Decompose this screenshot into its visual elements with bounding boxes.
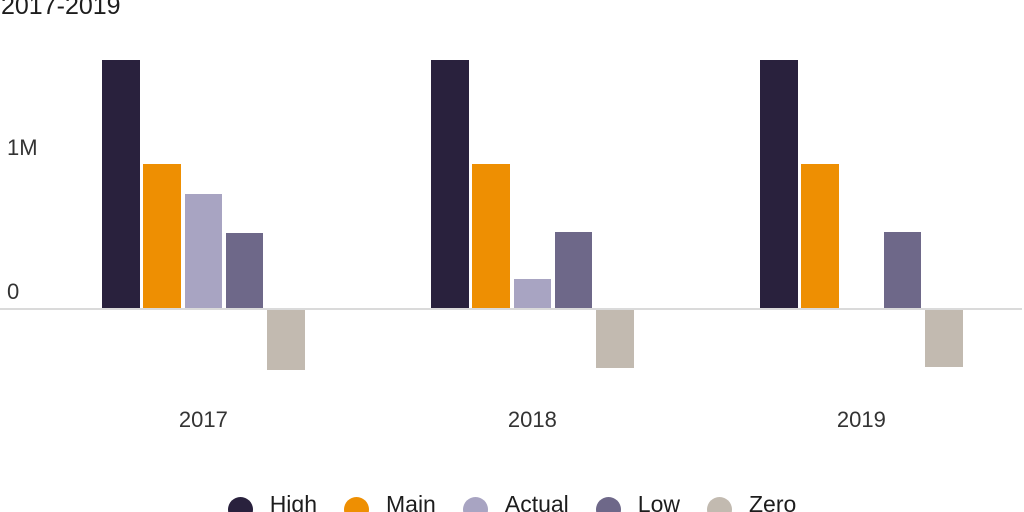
bar-zero-2019	[925, 310, 963, 368]
bar-actual-2018	[513, 279, 552, 308]
bar-main-2017	[143, 164, 181, 308]
legend-swatch-icon	[707, 497, 732, 512]
legend-item-zero: Zero	[707, 490, 796, 512]
bar-main-2019	[801, 164, 839, 308]
chart-title: 2017-2019	[1, 0, 121, 20]
bar-low-2018	[554, 231, 593, 308]
x-axis-category-label: 2019	[836, 407, 886, 432]
y-axis-tick-label: 1M	[7, 135, 38, 160]
x-axis-category-label: 2018	[507, 407, 557, 432]
bar-actual-2017	[184, 194, 223, 308]
legend-item-actual: Actual	[462, 490, 569, 512]
legend-label: High	[269, 491, 317, 512]
bar-low-2019	[883, 231, 922, 308]
bar-zero-2017	[267, 310, 305, 370]
legend-label: Actual	[504, 491, 569, 512]
legend-item-high: High	[227, 490, 317, 512]
legend-swatch-icon	[595, 497, 621, 512]
legend-label: Main	[386, 491, 436, 512]
bar-low-2017	[225, 233, 264, 308]
bar-main-2018	[472, 164, 510, 308]
bar-high-2019	[760, 60, 798, 308]
legend-label: Zero	[749, 491, 797, 512]
legend-swatch-icon	[344, 497, 369, 512]
x-axis-category-label: 2017	[178, 407, 228, 432]
legend-swatch-icon	[462, 497, 488, 512]
bar-high-2018	[431, 60, 469, 308]
legend-swatch-icon	[227, 497, 253, 512]
legend-item-low: Low	[595, 490, 680, 512]
y-axis-tick-label: 0	[7, 279, 20, 304]
bar-zero-2018	[596, 310, 634, 369]
bar-high-2017	[102, 60, 140, 308]
legend-item-main: Main	[344, 490, 436, 512]
legend-label: Low	[637, 491, 680, 512]
legend: High Main Actual Low Zero	[0, 490, 1024, 512]
zero-baseline	[0, 308, 1022, 310]
